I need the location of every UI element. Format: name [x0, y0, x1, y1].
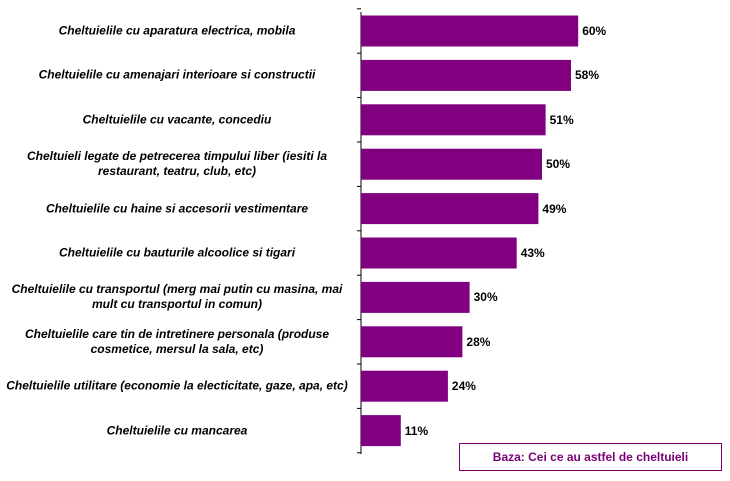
bar-5 — [361, 237, 517, 269]
category-label-1: Cheltuielile cu amenajari interioare si … — [38, 67, 316, 82]
bar-8 — [361, 370, 448, 402]
value-label-4: 49% — [542, 201, 567, 216]
category-label-8: Cheltuielile utilitare (economie la elec… — [6, 378, 348, 393]
value-label-6: 30% — [473, 290, 498, 305]
category-label-3: Cheltuieli legate de petrecerea timpului… — [26, 149, 328, 179]
bars-group — [357, 8, 579, 454]
bar-6 — [361, 281, 470, 313]
bar-7 — [361, 326, 463, 358]
category-label-7: Cheltuielile care tin de intretinere per… — [24, 326, 330, 356]
bar-4 — [361, 193, 539, 225]
value-label-0: 60% — [582, 24, 607, 38]
category-label-2: Cheltuielile cu vacante, concediu — [82, 112, 272, 127]
category-label-5: Cheltuielile cu bauturile alcoolice si t… — [58, 245, 296, 260]
bar-0 — [361, 15, 579, 47]
value-label-7: 28% — [466, 334, 491, 349]
bar-9 — [361, 415, 401, 447]
bar-1 — [361, 59, 571, 91]
category-label-9: Cheltuielile cu mancarea — [106, 423, 248, 438]
category-label-4: Cheltuielile cu haine si accesorii vesti… — [45, 201, 309, 216]
value-label-5: 43% — [520, 246, 545, 260]
value-label-1: 58% — [575, 68, 600, 83]
bar-2 — [361, 104, 546, 136]
value-label-9: 11% — [404, 423, 429, 438]
value-label-8: 24% — [451, 379, 476, 394]
category-label-0: Cheltuielile cu aparatura electrica, mob… — [58, 23, 296, 38]
bar-3 — [361, 148, 542, 180]
value-label-3: 50% — [546, 157, 571, 172]
category-label-6: Cheltuielile cu transportul (merg mai pu… — [11, 282, 343, 312]
value-label-2: 51% — [549, 112, 574, 127]
base-note: Baza: Cei ce au astfel de cheltuieli — [459, 443, 722, 471]
